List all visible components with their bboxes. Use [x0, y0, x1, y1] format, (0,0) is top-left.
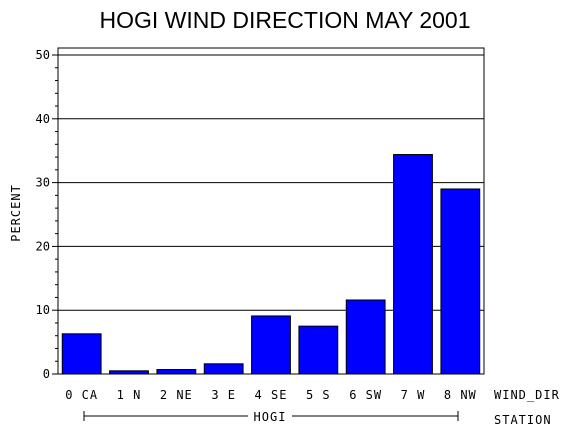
x-tick-label: 5 S [306, 388, 331, 402]
x-tick-label: 6 SW [349, 388, 382, 402]
y-tick-label: 40 [36, 112, 50, 126]
plot-frame [57, 47, 485, 375]
bar [156, 369, 197, 375]
x-axis: 0 CA 1 N 2 NE 3 E 4 SE 5 S 6 SW 7 W 8 NW [65, 388, 477, 402]
x-tick-label: 3 E [211, 388, 236, 402]
x-tick-label: 2 NE [160, 388, 193, 402]
x-tick-label: 8 NW [444, 388, 477, 402]
group-label: HOGI [254, 410, 287, 424]
bar [345, 299, 386, 375]
x-tick-label: 7 W [401, 388, 426, 402]
y-tick-label: 30 [36, 176, 50, 190]
y-tick-label: 50 [36, 48, 50, 62]
y-tick-label: 20 [36, 239, 50, 253]
bar [440, 188, 481, 375]
bar [203, 363, 244, 375]
x-tick-label: 4 SE [255, 388, 288, 402]
group-label-bg [248, 408, 292, 424]
bar [61, 333, 102, 375]
x-tick-label: 0 CA [65, 388, 98, 402]
bars [61, 154, 481, 375]
y-tick-label: 0 [43, 367, 50, 381]
y-tick-label: 10 [36, 303, 50, 317]
bar [251, 315, 291, 375]
chart-title: HOGI WIND DIRECTION MAY 2001 [99, 7, 470, 33]
x-tick-label: 1 N [117, 388, 142, 402]
bar [298, 325, 339, 375]
x-axis-label: WIND_DIR [494, 388, 560, 402]
group-axis-label: STATION [494, 413, 552, 427]
bar [393, 154, 433, 375]
y-axis-label: PERCENT [9, 184, 23, 242]
y-axis: 0 10 20 30 40 50 [36, 48, 58, 381]
